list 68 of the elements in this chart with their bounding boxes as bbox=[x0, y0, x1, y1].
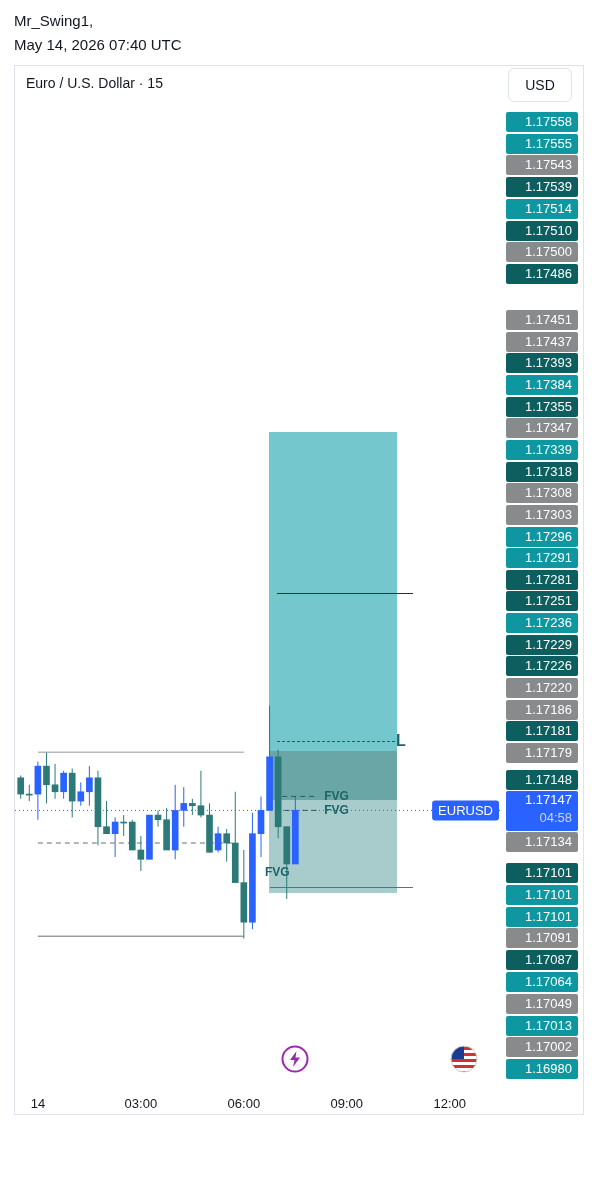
text: 1.17229 bbox=[524, 635, 572, 654]
x-tick-label: 03:00 bbox=[124, 1095, 158, 1111]
text: 1.17339 bbox=[524, 440, 572, 459]
text: 1.17355 bbox=[524, 397, 572, 416]
text: 1.17101 bbox=[524, 907, 572, 926]
text: 1.17539 bbox=[524, 178, 572, 197]
text: 1.17236 bbox=[524, 614, 572, 633]
text: 1.17179 bbox=[524, 744, 572, 762]
candlestick bbox=[103, 800, 110, 835]
text: 1.17451 bbox=[524, 311, 572, 329]
text: 1.17101 bbox=[524, 885, 572, 904]
text: 1.17510 bbox=[524, 221, 572, 240]
text: 1.17291 bbox=[524, 549, 572, 568]
candlestick bbox=[197, 770, 205, 818]
text: 1.17514 bbox=[524, 199, 572, 218]
annotation: FVG bbox=[324, 802, 349, 817]
text: 1.17186 bbox=[524, 700, 572, 719]
candlestick bbox=[17, 774, 25, 800]
text: 1.17087 bbox=[524, 951, 572, 970]
text: 1.16980 bbox=[524, 1060, 572, 1079]
x-tick-label: 12:00 bbox=[433, 1095, 467, 1111]
text: USD bbox=[508, 68, 572, 102]
candlestick bbox=[86, 765, 93, 807]
candlestick bbox=[60, 770, 67, 800]
x-tick-label: 09:00 bbox=[330, 1095, 364, 1111]
ref-line-label: EURUSD bbox=[438, 802, 494, 818]
text: 1.17296 bbox=[524, 527, 572, 546]
candlestick bbox=[43, 751, 50, 804]
text: 1.17347 bbox=[524, 419, 572, 438]
text: 1.17486 bbox=[524, 264, 572, 283]
text: 1.17281 bbox=[524, 570, 572, 589]
text: 1.17064 bbox=[524, 973, 572, 991]
text: 1.17181 bbox=[524, 722, 572, 741]
text: 1.17091 bbox=[524, 929, 572, 948]
text: 1.17303 bbox=[524, 505, 572, 524]
text: 04:58 bbox=[538, 809, 572, 827]
x-tick-label: 14 bbox=[30, 1095, 46, 1111]
candlestick bbox=[223, 828, 231, 863]
text: 1.17308 bbox=[524, 484, 572, 503]
text: 1.17049 bbox=[524, 994, 572, 1013]
text: 1.17148 bbox=[524, 771, 572, 789]
text: 1.17500 bbox=[524, 243, 572, 262]
text: 1.17555 bbox=[524, 134, 572, 153]
text: 1.17558 bbox=[524, 113, 572, 131]
text: 1.17147 bbox=[524, 791, 572, 809]
candlestick bbox=[77, 781, 85, 807]
text: 1.17543 bbox=[524, 156, 572, 175]
candlestick bbox=[137, 835, 145, 872]
chart-subtitle: May 14, 2026 07:40 UTC bbox=[14, 36, 182, 53]
text: Mr_Swing1, bbox=[14, 12, 94, 29]
text: 1.17013 bbox=[524, 1016, 572, 1035]
text: 1.17384 bbox=[524, 375, 572, 394]
chart-title: Euro / U.S. Dollar · 15 bbox=[26, 75, 163, 91]
text: 1.17101 bbox=[524, 864, 572, 882]
text: 1.17437 bbox=[524, 332, 572, 351]
text: 1.17134 bbox=[524, 833, 572, 851]
annotation: L bbox=[396, 732, 406, 749]
candlestick bbox=[214, 826, 222, 853]
annotation: FVG bbox=[324, 788, 349, 803]
text: 1.17220 bbox=[524, 679, 572, 698]
text: 1.17002 bbox=[524, 1038, 572, 1057]
text: 1.17251 bbox=[524, 592, 572, 611]
candlestick bbox=[51, 763, 59, 800]
text: 1.17318 bbox=[524, 462, 572, 481]
candlestick bbox=[257, 795, 265, 858]
x-tick-label: 06:00 bbox=[227, 1095, 261, 1111]
text: 1.17226 bbox=[524, 657, 572, 676]
text: 1.17393 bbox=[524, 354, 572, 373]
